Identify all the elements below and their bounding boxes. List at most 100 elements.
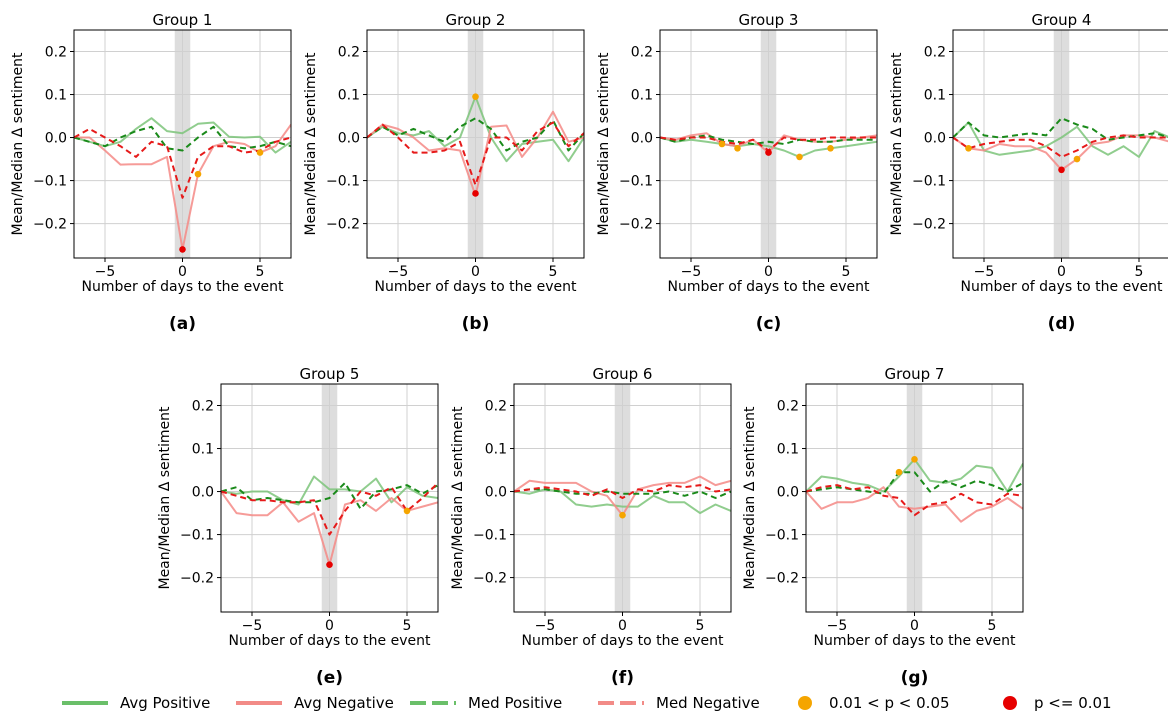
x-axis-label: Number of days to the event — [814, 633, 1016, 649]
y-tick-label: 0.1 — [45, 88, 67, 104]
panel-label: (a) — [169, 314, 196, 334]
x-tick-label: 0 — [325, 618, 334, 634]
significance-marker-sig05 — [796, 153, 803, 161]
x-tick-label: −5 — [242, 618, 263, 634]
x-tick-label: 0 — [178, 264, 187, 280]
legend: Avg Positive Avg Negative Med Positive Med … — [62, 694, 1112, 712]
y-tick-label: 0.0 — [777, 485, 799, 501]
significance-marker-sig01 — [1058, 166, 1065, 174]
chart-panel-7: 0.2 0.1 0.0 −0.1 −0.2 −5 0 5 Group 7 Number of da… — [742, 365, 1024, 688]
y-axis-label: Mean/Median Δ sentiment — [889, 52, 905, 236]
y-tick-label: −0.2 — [765, 571, 799, 587]
significance-marker-sig05 — [734, 145, 741, 152]
legend-label: p <= 0.01 — [1034, 694, 1112, 712]
series-line-avg-pos — [953, 121, 1168, 158]
panel-label: (g) — [901, 668, 929, 688]
y-axis-label: Mean/Median Δ sentiment — [157, 406, 173, 590]
y-tick-label: −0.2 — [33, 217, 67, 233]
y-tick-label: 0.1 — [192, 442, 214, 458]
significance-marker-sig05 — [619, 511, 626, 519]
legend-label: 0.01 < p < 0.05 — [829, 694, 950, 712]
y-tick-label: 0.0 — [485, 485, 507, 501]
y-tick-label: −0.2 — [619, 217, 653, 233]
series-line-med-pos — [367, 117, 584, 152]
legend-item-avg-neg: Avg Negative — [236, 694, 394, 712]
y-tick-label: 0.1 — [485, 442, 507, 458]
significance-marker-sig01 — [326, 561, 333, 568]
x-axis-label: Number of days to the event — [229, 633, 431, 649]
x-tick-label: −5 — [827, 618, 848, 634]
x-tick-label: −5 — [388, 264, 409, 280]
chart-title: Group 5 — [300, 365, 360, 383]
series-line-med-pos — [806, 471, 1023, 495]
y-axis-label: Mean/Median Δ sentiment — [596, 52, 612, 236]
x-tick-label: 0 — [910, 618, 919, 634]
x-axis-label: Number of days to the event — [82, 279, 284, 295]
significance-marker-sig01 — [179, 246, 186, 253]
x-tick-label: 5 — [988, 618, 997, 634]
y-tick-label: 0.0 — [192, 485, 214, 501]
y-tick-label: −0.2 — [473, 571, 507, 587]
series-line-med-pos — [514, 488, 731, 499]
legend-item-avg-pos: Avg Positive — [62, 694, 210, 712]
y-tick-label: −0.1 — [473, 528, 507, 544]
chart-title: Group 7 — [885, 365, 945, 383]
significance-marker-sig05 — [403, 507, 411, 515]
legend-label: Med Negative — [656, 694, 760, 712]
legend-item-sig05: 0.01 < p < 0.05 — [798, 694, 950, 712]
chart-title: Group 3 — [739, 11, 799, 29]
y-tick-label: 0.1 — [631, 88, 653, 104]
x-axis-label: Number of days to the event — [522, 633, 724, 649]
y-tick-label: 0.0 — [631, 131, 653, 147]
x-tick-label: 5 — [842, 264, 851, 280]
y-tick-label: 0.2 — [631, 45, 653, 61]
x-tick-label: 0 — [1057, 264, 1066, 280]
panel-label: (b) — [462, 314, 490, 334]
y-tick-label: −0.2 — [326, 217, 360, 233]
y-axis-label: Mean/Median Δ sentiment — [742, 406, 758, 590]
series-line-med-neg — [74, 127, 291, 199]
x-tick-label: 5 — [696, 618, 705, 634]
y-axis-label: Mean/Median Δ sentiment — [450, 406, 466, 590]
legend-item-med-neg: Med Negative — [598, 694, 760, 712]
chart-title: Group 1 — [153, 11, 213, 29]
y-axis-label: Mean/Median Δ sentiment — [10, 52, 26, 236]
chart-panel-4: 0.2 0.1 0.0 −0.1 −0.2 −5 0 5 Group 4 Number of da… — [889, 11, 1168, 334]
chart-panel-1: 0.2 0.1 0.0 −0.1 −0.2 −5 0 5 Group 1 Number of da… — [10, 11, 292, 334]
series-line-avg-pos — [221, 475, 438, 506]
series-line-med-neg — [806, 484, 1023, 517]
chart-title: Group 2 — [446, 11, 506, 29]
y-tick-label: 0.2 — [192, 399, 214, 415]
y-tick-label: −0.2 — [912, 217, 946, 233]
y-tick-label: 0.2 — [777, 399, 799, 415]
chart-panel-3: 0.2 0.1 0.0 −0.1 −0.2 −5 0 5 Group 3 Number of da… — [596, 11, 878, 334]
significance-marker-sig05 — [1073, 155, 1081, 163]
chart-panel-6: 0.2 0.1 0.0 −0.1 −0.2 −5 0 5 Group 6 Number of da… — [450, 365, 732, 688]
significance-marker-sig05 — [911, 455, 918, 463]
series-line-med-pos — [221, 481, 438, 510]
significance-marker-sig05 — [256, 149, 264, 156]
significance-marker-sig05 — [472, 93, 479, 100]
panel-label: (c) — [756, 314, 782, 334]
y-tick-label: 0.2 — [338, 45, 360, 61]
x-tick-label: 5 — [256, 264, 265, 280]
legend-item-sig01: p <= 0.01 — [1003, 694, 1112, 712]
x-tick-label: 0 — [618, 618, 627, 634]
y-tick-label: 0.1 — [924, 88, 946, 104]
series-line-med-neg — [953, 134, 1168, 158]
panel-label: (e) — [316, 668, 343, 688]
significance-marker-sig05 — [895, 468, 903, 476]
x-axis-label: Number of days to the event — [375, 279, 577, 295]
x-axis-label: Number of days to the event — [668, 279, 870, 295]
x-tick-label: −5 — [535, 618, 556, 634]
significance-marker-sig05 — [965, 145, 972, 152]
y-tick-label: −0.1 — [912, 174, 946, 190]
y-tick-label: −0.2 — [180, 571, 214, 587]
series-line-avg-pos — [660, 136, 877, 158]
legend-item-med-pos: Med Positive — [410, 694, 562, 712]
x-tick-label: 0 — [764, 264, 773, 280]
y-tick-label: 0.0 — [924, 131, 946, 147]
x-tick-label: 5 — [403, 618, 412, 634]
y-tick-label: −0.1 — [765, 528, 799, 544]
